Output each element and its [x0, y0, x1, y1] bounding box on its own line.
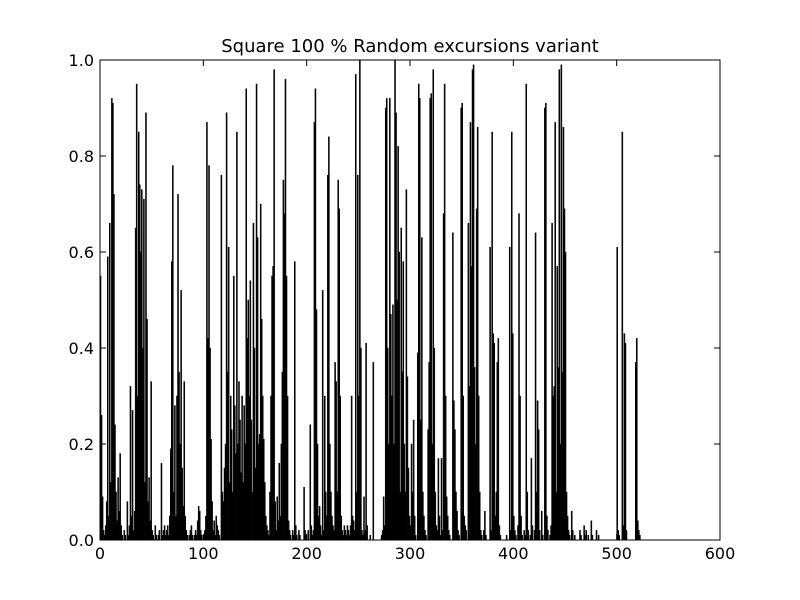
- bar: [618, 534, 621, 541]
- bar: [369, 534, 371, 541]
- bar: [585, 530, 587, 541]
- bar: [505, 534, 508, 541]
- bar: [158, 530, 161, 541]
- bar: [294, 261, 296, 541]
- y-tick-label: 0.6: [69, 243, 94, 262]
- bar: [512, 333, 514, 541]
- y-tick-label: 0.4: [69, 339, 94, 358]
- bar: [458, 534, 460, 541]
- y-tick-label: 0.2: [69, 435, 94, 454]
- bar: [625, 530, 628, 541]
- bar: [481, 534, 483, 541]
- bar: [508, 246, 511, 541]
- bar: [624, 342, 627, 541]
- bar: [366, 525, 368, 541]
- x-tick-label: 0: [95, 544, 105, 563]
- x-tick-label: 600: [705, 544, 736, 563]
- bar: [425, 534, 427, 541]
- bar: [639, 534, 641, 541]
- bar: [554, 122, 556, 541]
- bar: [542, 534, 544, 541]
- bar: [485, 534, 487, 541]
- bar: [150, 381, 152, 541]
- bar: [106, 256, 109, 541]
- bar: [309, 424, 312, 541]
- y-tick-label: 0.8: [69, 147, 94, 166]
- x-tick-label: 200: [291, 544, 322, 563]
- bar: [289, 534, 292, 541]
- bar: [191, 534, 194, 541]
- bar: [525, 83, 528, 541]
- y-tick-label: 1.0: [69, 51, 94, 70]
- bar: [527, 530, 530, 541]
- bar: [273, 69, 275, 541]
- bar: [616, 246, 618, 541]
- bar: [591, 534, 594, 541]
- bar: [521, 534, 523, 541]
- bar: [201, 534, 203, 541]
- bar: [580, 534, 582, 541]
- bar: [126, 501, 129, 541]
- bar: [547, 530, 549, 541]
- bar: [131, 410, 134, 541]
- bar: [595, 530, 598, 541]
- bar: [449, 534, 451, 541]
- bar: [307, 530, 309, 541]
- bar: [172, 165, 174, 541]
- bar: [155, 534, 158, 541]
- bar: [515, 534, 517, 541]
- bar: [152, 534, 154, 541]
- bar: [497, 338, 500, 541]
- bar: [587, 534, 590, 541]
- bar: [121, 534, 123, 541]
- bar: [571, 530, 574, 541]
- bar: [499, 534, 502, 541]
- bar: [597, 534, 600, 541]
- bar: [354, 74, 357, 541]
- bar: [296, 534, 298, 541]
- bar: [218, 534, 221, 541]
- bar: [537, 429, 540, 541]
- chart-title: Square 100 % Random excursions variant: [221, 36, 599, 57]
- bar: [160, 462, 163, 541]
- bar: [365, 342, 367, 541]
- bar: [286, 395, 289, 541]
- x-tick-label: 300: [395, 544, 426, 563]
- bar: [321, 290, 324, 541]
- x-tick-label: 500: [601, 544, 632, 563]
- bar: [220, 174, 223, 541]
- y-tick-label: 0.0: [69, 531, 94, 550]
- bar: [299, 534, 301, 541]
- bar: [574, 534, 576, 541]
- bar: [124, 534, 127, 541]
- bar: [531, 525, 534, 541]
- bar: [538, 530, 541, 541]
- bar: [414, 534, 417, 541]
- x-tick-label: 100: [188, 544, 219, 563]
- bar: [493, 342, 495, 541]
- bar: [465, 530, 468, 541]
- bar: [440, 458, 443, 541]
- bar: [372, 362, 375, 541]
- x-tick-label: 400: [498, 544, 529, 563]
- bar: [545, 102, 547, 541]
- bar: [186, 534, 189, 541]
- bar: [360, 347, 362, 541]
- bar: [636, 338, 638, 541]
- bar: [621, 131, 624, 541]
- bar: [489, 246, 491, 541]
- bar: [568, 534, 571, 541]
